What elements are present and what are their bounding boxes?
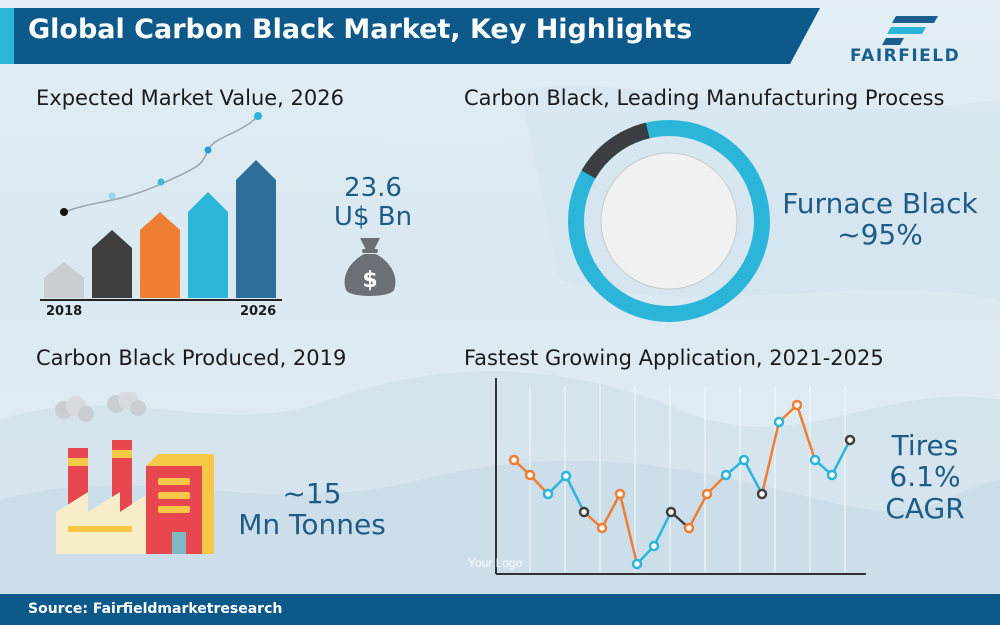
process-figure: Furnace Black ~95% — [770, 188, 990, 251]
application-name: Tires — [891, 429, 959, 462]
produced-title: Carbon Black Produced, 2019 — [36, 346, 347, 370]
market-value-figure: 23.6 U$ Bn — [328, 173, 418, 233]
page-title: Global Carbon Black Market, Key Highligh… — [28, 14, 693, 45]
year-start-label: 2018 — [46, 304, 83, 319]
donut-track — [568, 120, 770, 322]
produced-unit: Mn Tonnes — [238, 508, 386, 542]
title-banner — [0, 8, 820, 64]
fairfield-logo — [882, 16, 938, 45]
process-name: Furnace Black — [782, 187, 978, 220]
process-title: Carbon Black, Leading Manufacturing Proc… — [464, 86, 945, 110]
your-logo-watermark: Your Logo — [468, 556, 523, 570]
market-value-number: 23.6 — [344, 173, 402, 203]
growth-bars-illustration — [40, 112, 282, 301]
svg-text:$: $ — [362, 268, 377, 293]
footer-bar: Source: Fairfieldmarketresearch — [0, 594, 1000, 625]
application-title: Fastest Growing Application, 2021-2025 — [464, 346, 884, 370]
source-text: Source: Fairfieldmarketresearch — [28, 601, 283, 617]
dollar-money-bag-icon: $ — [344, 238, 396, 296]
zigzag-line-illustration — [495, 378, 866, 575]
year-end-label: 2026 — [240, 304, 277, 319]
market-value-title: Expected Market Value, 2026 — [36, 86, 344, 110]
process-share: ~95% — [837, 218, 923, 252]
produced-number: ~15 — [282, 477, 342, 510]
process-donut-chart — [568, 120, 770, 322]
application-cagr-label: CAGR — [885, 491, 965, 525]
factory-icon — [55, 392, 214, 554]
application-cagr-value: 6.1% — [889, 460, 961, 494]
logo-text: FAIRFIELD — [850, 46, 961, 66]
market-value-unit: U$ Bn — [333, 202, 413, 233]
donut-center — [600, 152, 738, 290]
donut-other-segment — [581, 122, 650, 179]
application-figure: Tires 6.1% CAGR — [866, 430, 984, 524]
produced-figure: ~15 Mn Tonnes — [222, 478, 402, 541]
